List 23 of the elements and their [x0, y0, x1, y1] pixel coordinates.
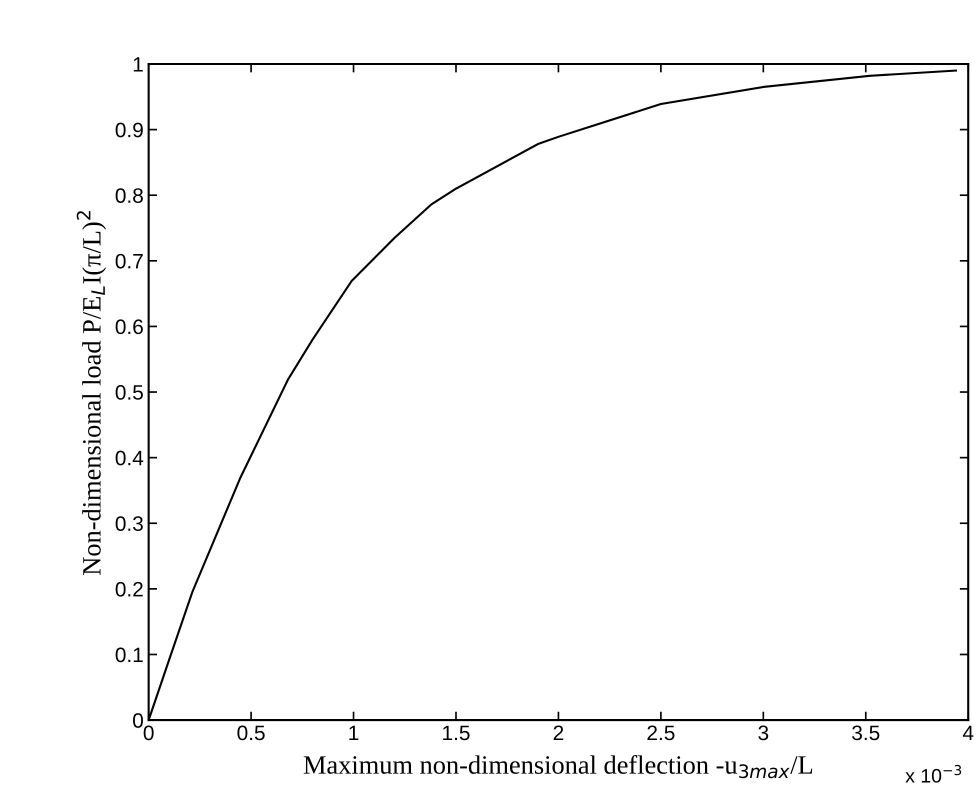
x-tick-label: 1	[349, 726, 358, 740]
y-tick-label: 0.1	[116, 647, 143, 662]
x-tick-label: 1.5	[443, 726, 470, 740]
x-tick-label: 3.5	[852, 726, 880, 740]
x-tick-label: 2	[554, 726, 564, 740]
text: x 10$^{−3}$	[905, 764, 962, 783]
x-tick-label: 2.5	[647, 726, 674, 740]
x-tick-label: 0.5	[237, 726, 265, 740]
y-axis-title: Non-dimensional load P/E$_{L}$I(π/L)$^{2}$	[76, 211, 106, 575]
y-tick-label: 0.8	[116, 188, 143, 203]
x-axis-title: Maximum non-dimensional deflection -u$_{3max}$/L	[304, 755, 812, 778]
x-tick-label: 0	[144, 726, 154, 740]
y-tick-label: 0.3	[116, 516, 143, 532]
x-tick-label: 3	[758, 726, 768, 740]
y-tick-label: 0.4	[116, 450, 144, 466]
x-tick-label: 4	[962, 726, 974, 740]
y-tick-label: 0	[133, 713, 143, 728]
y-tick-label: 0.6	[116, 319, 143, 334]
y-tick-label: 1	[134, 57, 143, 72]
y-tick-label: 0.7	[116, 254, 143, 269]
y-tick-label: 0.5	[116, 385, 143, 400]
y-tick-label: 0.9	[116, 122, 143, 138]
y-tick-label: 0.2	[116, 582, 143, 597]
